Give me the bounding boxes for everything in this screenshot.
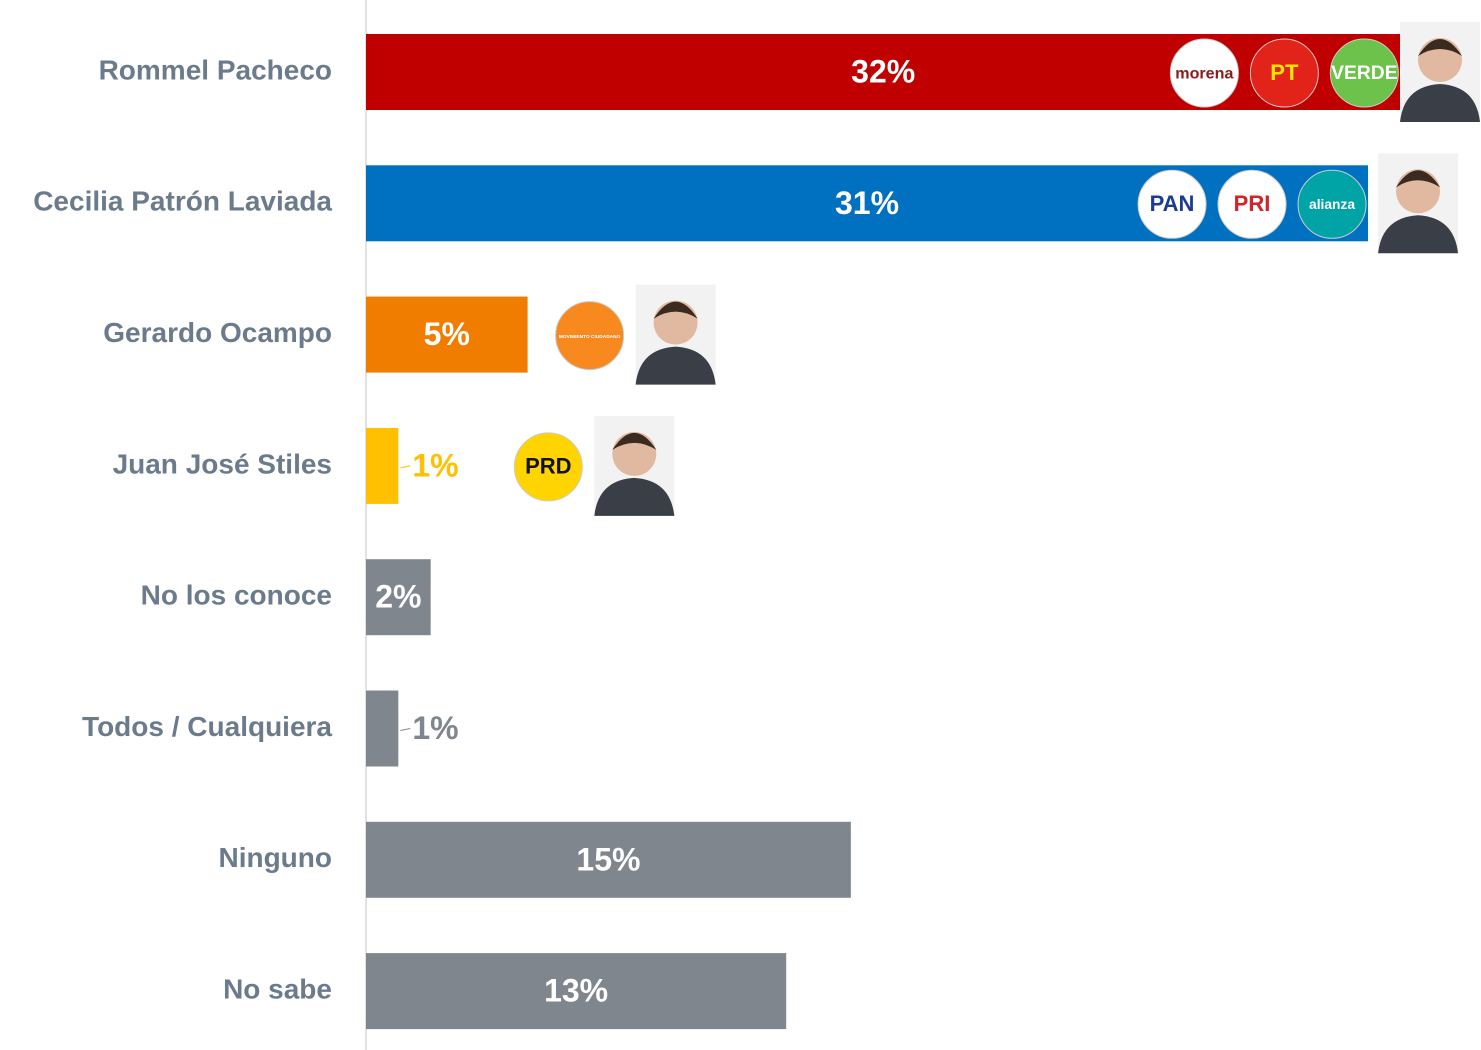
party-logo: [1329, 38, 1399, 108]
bar: [366, 690, 399, 767]
category-label: Gerardo Ocampo: [103, 317, 332, 348]
party-logo-text: morena: [1175, 64, 1234, 82]
category-label: Ninguno: [218, 842, 332, 873]
party-logo: [513, 432, 583, 502]
category-label: No los conoce: [141, 580, 332, 611]
value-label: 1%: [412, 710, 458, 746]
category-label: No sabe: [223, 973, 332, 1004]
value-label: 31%: [835, 185, 899, 221]
bar: [366, 427, 399, 504]
bar: [366, 821, 851, 898]
category-label: Cecilia Patrón Laviada: [33, 186, 332, 217]
photo-hair: [1418, 39, 1462, 56]
photo-hair: [612, 432, 657, 450]
party-logo-text: PAN: [1150, 191, 1195, 216]
value-label: 5%: [424, 316, 470, 352]
value-label: 1%: [412, 447, 458, 483]
label-leader: [400, 728, 411, 731]
party-logo-text: PT: [1270, 60, 1299, 85]
party-logo: [1137, 169, 1207, 239]
photo-hair: [1396, 170, 1441, 188]
value-label: 13%: [544, 973, 608, 1009]
value-label: 2%: [375, 579, 421, 615]
photo-body: [635, 346, 716, 385]
value-label: 15%: [576, 841, 640, 877]
value-label: 32%: [851, 53, 915, 89]
party-logo: [1217, 169, 1287, 239]
party-logo-text: VERDE: [1331, 63, 1398, 84]
party-logo-text: MOVIMIENTO CIUDADANO: [559, 334, 621, 340]
candidate-photo: [1400, 22, 1480, 122]
party-logo: [555, 301, 625, 371]
party-logo-text: alianza: [1309, 197, 1355, 212]
photo-body: [1378, 215, 1459, 254]
candidate-photo: [1378, 153, 1459, 254]
bar: [366, 953, 787, 1030]
photo-body: [1400, 84, 1480, 122]
bar: [366, 296, 528, 373]
photo-hair: [653, 301, 698, 319]
photo-body: [594, 477, 675, 516]
candidate-photo: [635, 284, 716, 385]
category-label: Juan José Stiles: [113, 448, 332, 479]
party-logo: [1169, 38, 1239, 108]
category-label: Todos / Cualquiera: [82, 711, 332, 742]
category-label: Rommel Pacheco: [99, 54, 332, 85]
party-logo-text: PRI: [1234, 191, 1271, 216]
label-leader: [400, 465, 411, 469]
party-logo: [1249, 38, 1319, 108]
candidate-photo: [594, 415, 675, 516]
party-logo: [1297, 169, 1367, 239]
party-logo-text: PRD: [525, 454, 571, 479]
bar: [366, 559, 431, 636]
